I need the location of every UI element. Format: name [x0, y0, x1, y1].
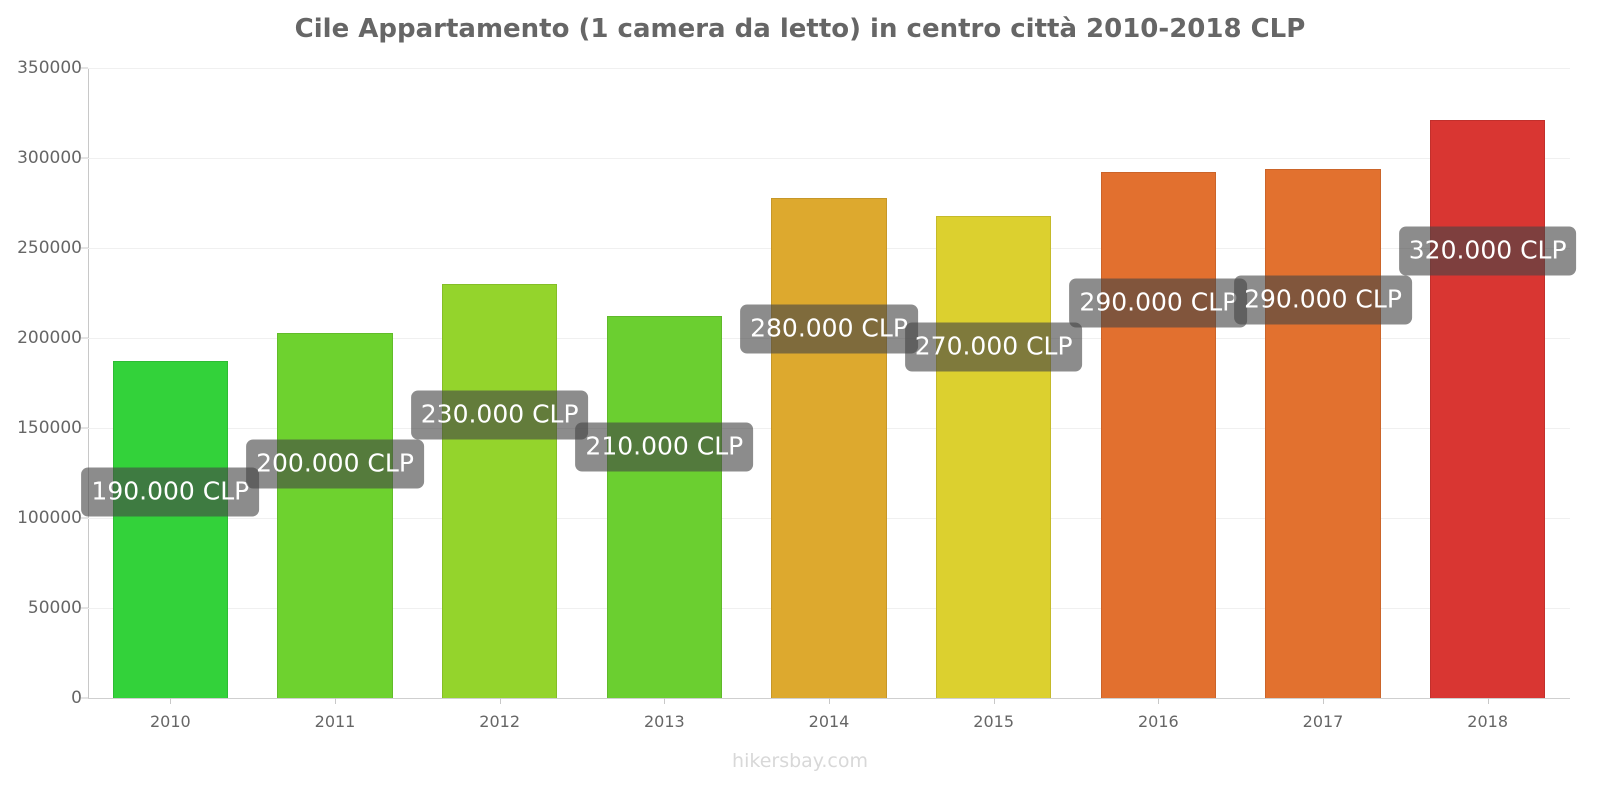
x-axis-tick-label: 2018	[1467, 712, 1509, 731]
x-axis-tick-label: 2016	[1137, 712, 1179, 731]
y-axis-tick-label: 300000	[17, 148, 82, 168]
x-axis-tick-mark	[170, 698, 172, 704]
x-axis-tick-label: 2012	[479, 712, 521, 731]
x-axis-tick-mark	[829, 698, 830, 704]
x-axis-tick-label: 2010	[149, 712, 191, 731]
y-axis-tick-mark	[81, 607, 88, 609]
bar-2011[interactable]	[277, 332, 393, 698]
y-axis-tick-mark	[81, 517, 88, 519]
y-axis-line	[88, 68, 89, 699]
bar-2015[interactable]	[936, 215, 1052, 698]
x-axis-tick-label: 2015	[973, 712, 1015, 731]
bar-2016[interactable]	[1100, 172, 1216, 698]
x-axis-tick-label: 2013	[643, 712, 685, 731]
x-axis-tick-mark	[1323, 698, 1324, 704]
y-axis-tick-label: 200000	[17, 328, 82, 348]
chart-title: Cile Appartamento (1 camera da letto) in…	[294, 14, 1306, 44]
bar-2010[interactable]	[112, 361, 228, 698]
source-watermark: hikersbay.com	[732, 750, 868, 772]
y-axis-tick-label: 250000	[17, 238, 82, 258]
y-axis-tick-label: 100000	[17, 508, 82, 528]
x-axis-tick-mark	[499, 698, 501, 704]
bar-2012[interactable]	[442, 284, 558, 698]
y-axis-tick-mark	[81, 157, 88, 159]
x-axis-tick-mark	[664, 698, 666, 704]
gridline	[88, 68, 1570, 69]
x-axis-tick-mark	[335, 698, 336, 704]
y-axis-tick-label: 0	[71, 688, 82, 708]
x-axis-tick-label: 2014	[808, 712, 850, 731]
y-axis-tick-mark	[81, 697, 88, 699]
x-axis-tick-mark	[1487, 698, 1489, 704]
bar-2018[interactable]	[1430, 120, 1546, 698]
x-axis-tick-label: 2017	[1302, 712, 1344, 731]
y-axis-tick-mark	[81, 67, 88, 69]
y-axis-tick-mark	[81, 247, 88, 249]
x-axis-tick-label: 2011	[314, 712, 356, 731]
bar-2013[interactable]	[606, 316, 722, 698]
y-axis-tick-mark	[81, 337, 88, 339]
y-axis-tick-label: 150000	[17, 418, 82, 438]
gridline	[88, 158, 1570, 159]
plot-area	[88, 68, 1570, 699]
bar-2014[interactable]	[771, 197, 887, 698]
x-axis-tick-mark	[1158, 698, 1160, 704]
y-axis-tick-label: 350000	[17, 58, 82, 78]
y-axis-tick-label: 50000	[27, 598, 82, 618]
y-axis-tick-mark	[81, 427, 88, 429]
x-axis-tick-mark	[993, 698, 995, 704]
bar-2017[interactable]	[1265, 168, 1381, 698]
